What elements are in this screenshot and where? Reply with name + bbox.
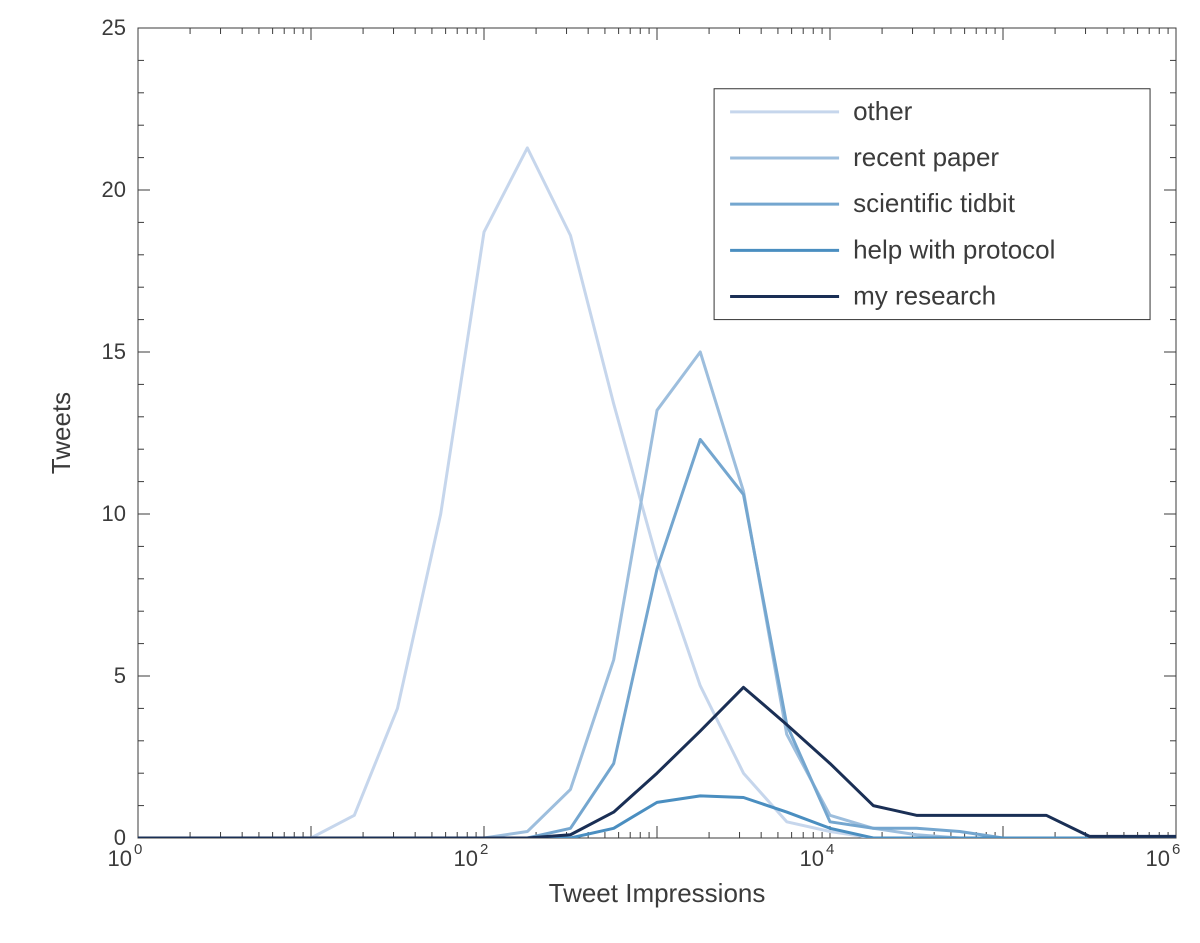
legend-item-label: my research (853, 281, 996, 311)
series-line (138, 352, 1176, 838)
legend-item-label: recent paper (853, 142, 999, 172)
legend-item-label: scientific tidbit (853, 188, 1016, 218)
y-tick-label: 20 (102, 177, 126, 202)
series-line (138, 439, 1176, 838)
y-tick-label: 5 (114, 663, 126, 688)
line-chart: 100102104106Tweet Impressions0510152025T… (0, 0, 1200, 943)
svg-text:10: 10 (454, 846, 478, 871)
legend-item-label: help with protocol (853, 234, 1055, 264)
legend: other recent paper scientific tidbit help w… (714, 89, 1150, 320)
x-axis-label: Tweet Impressions (549, 878, 766, 908)
series-line (138, 687, 1176, 838)
svg-text:0: 0 (134, 841, 142, 858)
svg-text:6: 6 (1172, 841, 1180, 858)
y-tick-label: 0 (114, 825, 126, 850)
chart-container: 100102104106Tweet Impressions0510152025T… (0, 0, 1200, 943)
x-tick-label: 102 (454, 841, 489, 871)
y-tick-label: 25 (102, 15, 126, 40)
x-tick-label: 104 (800, 841, 835, 871)
svg-text:4: 4 (826, 841, 834, 858)
svg-text:2: 2 (480, 841, 488, 858)
legend-item-label: other (853, 96, 913, 126)
x-tick-label: 106 (1146, 841, 1181, 871)
svg-text:10: 10 (1146, 846, 1170, 871)
y-axis-label: Tweets (46, 392, 76, 474)
svg-text:10: 10 (800, 846, 824, 871)
y-tick-label: 15 (102, 339, 126, 364)
y-tick-label: 10 (102, 501, 126, 526)
